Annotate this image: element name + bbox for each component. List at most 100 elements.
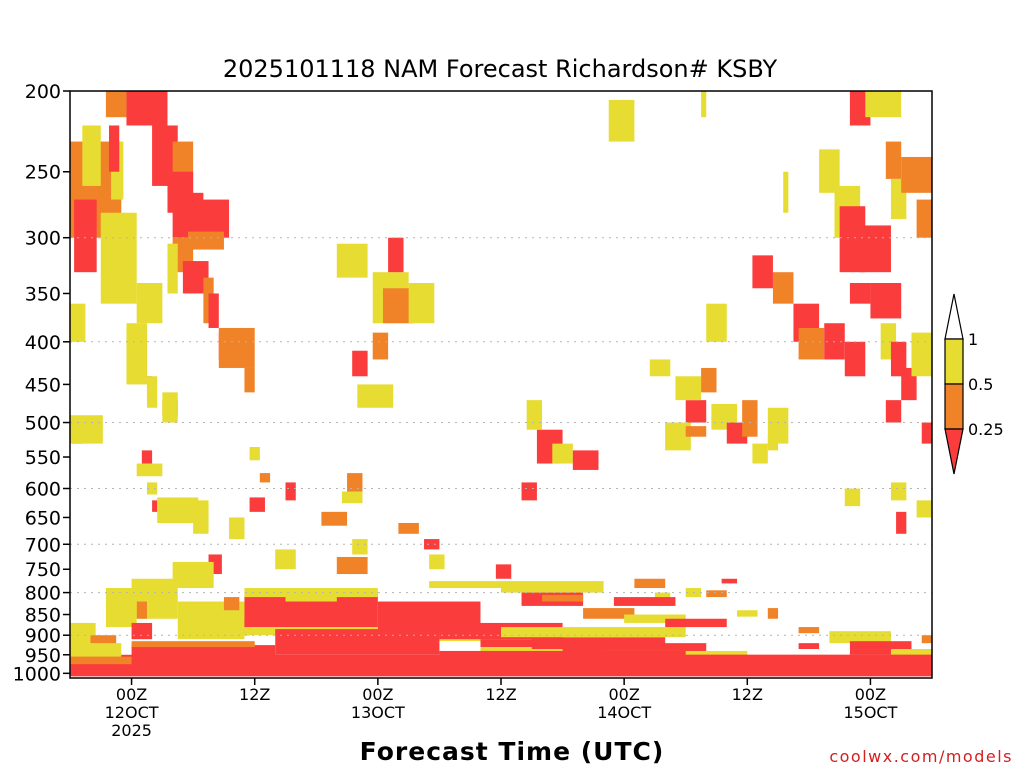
x-tick-label-6-1: 15OCT (843, 703, 897, 722)
ri-cell-106 (701, 91, 707, 118)
ri-cell-88 (398, 522, 419, 534)
ri-cell-97 (408, 282, 435, 324)
ri-cell-167 (685, 654, 932, 665)
ri-cell-81 (336, 556, 368, 575)
ri-cell-90 (429, 554, 445, 570)
ri-cell-142 (865, 91, 902, 118)
ri-cell-111 (701, 367, 717, 393)
ri-cell-24 (167, 243, 178, 294)
ri-cell-53 (105, 588, 137, 628)
ri-cell-86 (275, 549, 296, 570)
ri-cell-95 (388, 237, 404, 273)
ri-cell-44 (249, 497, 265, 512)
ri-cell-129 (885, 141, 902, 179)
x-tick-label-4-0: 00Z (608, 685, 639, 704)
ri-cell-76 (624, 614, 686, 623)
ri-cell-100 (552, 443, 573, 464)
ri-cell-38 (152, 500, 158, 512)
ri-cell-118 (706, 303, 727, 342)
ri-cell-156 (921, 635, 932, 644)
ri-cell-160 (721, 578, 738, 584)
ri-cell-120 (798, 327, 825, 360)
x-tick-label-2-1: 13OCT (351, 703, 405, 722)
ri-cell-146 (844, 488, 861, 507)
ri-cell-87 (347, 473, 363, 492)
ri-cell-68 (480, 647, 625, 653)
ri-cell-164 (131, 645, 276, 657)
ri-cell-10 (105, 91, 127, 118)
ri-cell-145 (783, 171, 789, 213)
ri-cell-151 (798, 627, 820, 634)
y-tick-label-600: 600 (25, 478, 61, 500)
ri-cell-27 (126, 323, 147, 385)
ri-cell-128 (870, 282, 902, 319)
y-tick-label-350: 350 (25, 283, 61, 305)
ri-cell-150 (737, 610, 758, 617)
x-tick-label-0-1: 12OCT (105, 703, 159, 722)
ri-cell-32 (244, 367, 255, 393)
credit-label: coolwx.com/models (829, 747, 1013, 766)
ri-cell-98 (336, 243, 368, 278)
ri-cell-19 (188, 231, 224, 250)
y-tick-label-250: 250 (25, 162, 61, 184)
ri-cell-8 (100, 212, 137, 304)
y-tick-label-500: 500 (25, 413, 61, 435)
ri-cell-75 (583, 608, 635, 619)
legend-label-2: 0.25 (968, 420, 1004, 439)
y-tick-label-300: 300 (25, 228, 61, 250)
ri-cell-168 (70, 656, 132, 665)
x-tick-label-0-0: 00Z (116, 685, 147, 704)
legend-label-0: 1 (968, 330, 978, 349)
ri-cell-102 (526, 400, 543, 430)
x-axis-label: Forecast Time (UTC) (360, 737, 665, 766)
y-tick-label-550: 550 (25, 447, 61, 469)
ri-cell-132 (916, 199, 932, 238)
ri-cell-114 (742, 400, 758, 437)
ri-cell-13 (136, 91, 161, 109)
ri-cell-152 (798, 643, 820, 650)
ri-cell-153 (829, 631, 891, 644)
ri-cell-37 (146, 482, 158, 495)
ri-cell-149 (706, 590, 727, 598)
ri-cell-115 (752, 443, 768, 464)
legend-bin-yellow (944, 338, 964, 385)
y-axis-ticks: 200 250 300 350 400 450 500 550 600 650 700 7508008… (13, 81, 70, 685)
ri-cell-103 (521, 482, 537, 501)
ri-cell-85 (285, 482, 296, 501)
ri-cell-74 (501, 581, 604, 593)
ri-cell-79 (429, 581, 501, 589)
ri-cell-169 (131, 641, 255, 648)
ri-cell-144 (752, 255, 773, 289)
ri-cell-23 (208, 293, 219, 328)
ri-cell-41 (193, 500, 209, 534)
ri-cell-80 (285, 592, 337, 602)
ri-cell-31 (218, 327, 255, 368)
ri-cell-170 (70, 643, 122, 657)
ri-cell-71 (562, 643, 707, 655)
y-tick-label-850: 850 (25, 605, 61, 627)
ri-cell-147 (890, 482, 907, 501)
ri-cell-4 (74, 199, 97, 273)
ri-cell-166 (439, 650, 686, 659)
legend-label-1: 0.5 (968, 375, 993, 394)
ri-cell-25 (136, 282, 163, 324)
ri-cell-155 (890, 649, 932, 659)
ri-cell-165 (275, 629, 440, 655)
ri-cell-22 (203, 277, 214, 324)
legend-bin-red (944, 428, 964, 475)
ri-cell-116 (767, 407, 789, 444)
ri-cell-127 (849, 282, 871, 304)
x-tick-label-5-0: 12Z (732, 685, 763, 704)
ri-cell-148 (767, 436, 779, 451)
ri-cell-131 (901, 156, 932, 193)
ri-cell-93 (372, 332, 389, 360)
ri-cell-42 (249, 447, 260, 461)
ri-cell-122 (844, 341, 866, 377)
x-tick-label-3-0: 12Z (485, 685, 516, 704)
ri-cell-137 (885, 400, 902, 423)
ri-cell-43 (259, 473, 271, 483)
ri-cell-62 (244, 588, 378, 598)
y-tick-label-950: 950 (25, 645, 61, 667)
